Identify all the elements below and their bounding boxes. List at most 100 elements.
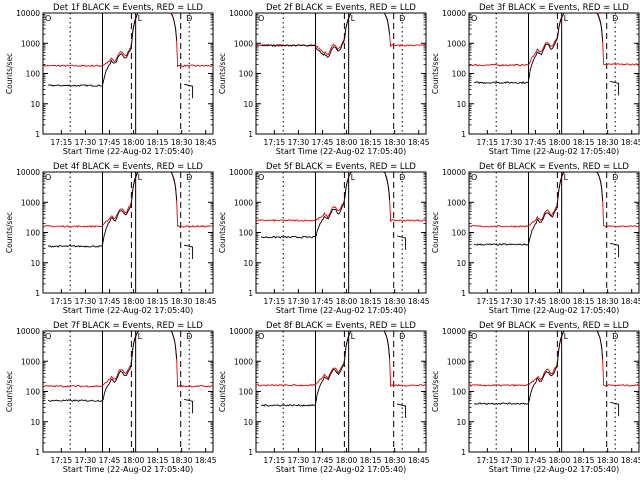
x-tick-label: 17:15 [264,297,286,306]
y-tick-label: 1000 [447,198,466,207]
y-tick-label: 10000 [16,168,40,177]
x-tick-label: 17:45 [525,138,547,147]
y-tick-label: 10000 [229,327,253,336]
x-tick-label: 18:00 [123,138,145,147]
events-post-fragment [396,403,407,419]
detector-panel-5: Det 5f BLACK = Events, RED = LLD 1 10 100 10… [218,162,430,315]
plot-frame [468,12,640,135]
y-tick-label: 10 [456,418,466,427]
y-axis-label: Counts/sec [218,212,227,253]
x-tick-label: 17:45 [99,138,121,147]
x-tick-label: 18:45 [621,456,640,465]
y-tick-label: 10 [243,100,253,109]
x-tick-label: 17:30 [288,456,310,465]
y-tick-label: 10000 [16,327,40,336]
y-tick-label: 100 [452,388,467,397]
lld-series-line [255,171,426,223]
flare-marker-label: O [45,173,51,182]
flare-marker-label: D [612,14,618,23]
detector-panel-9: Det 9f BLACK = Events, RED = LLD 1 10 100 10… [431,321,640,474]
flare-marker-label: O [258,173,264,182]
flare-marker-label: D [399,14,405,23]
flare-marker-label: L [138,14,143,23]
plot-frame [255,330,427,453]
x-tick-label: 18:15 [147,456,169,465]
flare-marker-label: O [45,14,51,23]
y-tick-label: 1 [35,130,40,139]
flare-marker-label: D [612,173,618,182]
x-tick-label: 18:30 [384,297,406,306]
y-tick-label: 100 [26,388,41,397]
plot-frame [468,330,640,453]
lld-series-line [255,330,426,388]
events-post-fragment [609,401,620,417]
lld-series-line [42,12,213,68]
y-tick-label: 100 [239,70,254,79]
panel-title: Det 6f BLACK = Events, RED = LLD [479,162,629,172]
y-tick-label: 1 [248,448,253,457]
flare-marker-label: O [258,332,264,341]
y-tick-label: 10000 [442,168,466,177]
x-axis-label: Start Time (22-Aug-02 17:05:40) [276,147,407,156]
lld-series-line [468,330,639,387]
events-post-fragment [609,242,620,258]
y-tick-label: 1 [35,448,40,457]
x-tick-label: 18:00 [549,456,571,465]
flare-marker-label: D [399,173,405,182]
panel-title: Det 7f BLACK = Events, RED = LLD [53,321,203,331]
x-tick-label: 18:45 [195,297,217,306]
y-tick-label: 1000 [447,357,466,366]
y-axis-label: Counts/sec [431,53,440,94]
plot-frame [42,12,214,135]
y-axis-label: Counts/sec [5,371,14,412]
x-axis-label: Start Time (22-Aug-02 17:05:40) [63,465,194,474]
events-series-line [260,171,391,239]
x-tick-label: 17:15 [51,297,73,306]
plot-frame [255,12,427,135]
panel-title: Det 4f BLACK = Events, RED = LLD [53,162,203,172]
x-tick-label: 18:15 [573,138,595,147]
x-tick-label: 18:30 [171,297,193,306]
x-axis-label: Start Time (22-Aug-02 17:05:40) [489,147,620,156]
y-tick-label: 1 [248,130,253,139]
y-tick-label: 1000 [21,39,40,48]
x-tick-label: 18:45 [621,138,640,147]
x-axis-label: Start Time (22-Aug-02 17:05:40) [63,147,194,156]
y-tick-label: 10 [243,259,253,268]
x-tick-label: 17:45 [525,297,547,306]
x-tick-label: 18:45 [408,297,430,306]
plot-frame [468,171,640,294]
x-axis-label: Start Time (22-Aug-02 17:05:40) [276,306,407,315]
detector-panel-3: Det 3f BLACK = Events, RED = LLD 1 10 100 10… [431,3,640,156]
x-tick-label: 17:45 [312,138,334,147]
x-tick-label: 18:00 [549,297,571,306]
plot-frame [255,171,427,294]
x-axis-label: Start Time (22-Aug-02 17:05:40) [489,306,620,315]
x-tick-label: 18:15 [360,138,382,147]
panel-title: Det 8f BLACK = Events, RED = LLD [266,321,416,331]
x-tick-label: 17:15 [264,138,286,147]
x-tick-label: 18:45 [408,138,430,147]
y-tick-label: 1000 [234,357,253,366]
y-tick-label: 100 [26,70,41,79]
y-tick-label: 10000 [229,168,253,177]
events-series-line [47,12,178,88]
events-series-line [473,330,604,405]
flare-marker-label: L [564,173,569,182]
x-tick-label: 18:30 [597,297,619,306]
events-post-fragment [609,80,620,96]
x-tick-label: 17:15 [477,297,499,306]
x-tick-label: 18:00 [123,456,145,465]
x-tick-label: 18:15 [147,297,169,306]
flare-marker-label: O [45,332,51,341]
flare-marker-label: O [471,173,477,182]
y-tick-label: 10 [456,100,466,109]
detector-panel-6: Det 6f BLACK = Events, RED = LLD 1 10 100 10… [431,162,640,315]
flare-marker-label: L [564,332,569,341]
lld-series-line [468,12,639,67]
x-tick-label: 17:30 [288,138,310,147]
flare-marker-label: L [564,14,569,23]
x-tick-label: 18:30 [384,456,406,465]
x-tick-label: 18:30 [597,456,619,465]
panel-title: Det 1f BLACK = Events, RED = LLD [53,3,203,13]
